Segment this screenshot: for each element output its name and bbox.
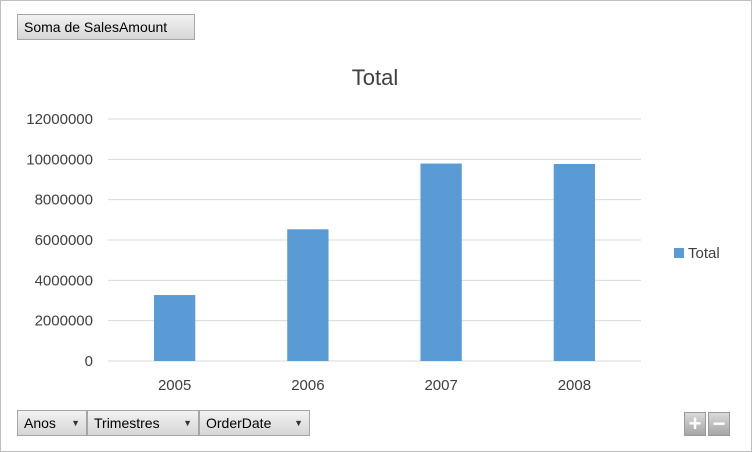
minus-icon: − — [712, 411, 726, 436]
y-tick-label: 10000000 — [26, 151, 93, 168]
y-tick-label: 4000000 — [35, 272, 93, 289]
axis-field-label: Anos — [24, 415, 56, 431]
values-field-label: Soma de SalesAmount — [24, 19, 168, 35]
axis-field-button-trimestres[interactable]: Trimestres ▼ — [87, 410, 199, 436]
bar — [287, 229, 329, 361]
axis-field-label: OrderDate — [206, 415, 272, 431]
y-tick-label: 0 — [85, 353, 93, 370]
y-tick-label: 2000000 — [35, 313, 93, 330]
y-tick-label: 8000000 — [35, 192, 93, 209]
dropdown-arrow-icon: ▼ — [183, 418, 192, 428]
bar — [420, 163, 462, 361]
chart-title: Total — [352, 65, 398, 90]
bar — [553, 163, 596, 361]
legend-swatch — [674, 248, 684, 258]
bar — [153, 295, 196, 361]
axis-field-button-anos[interactable]: Anos ▼ — [17, 410, 87, 436]
values-field-button[interactable]: Soma de SalesAmount — [17, 14, 195, 40]
legend-label: Total — [688, 245, 720, 262]
x-tick-label: 2008 — [558, 377, 591, 394]
expand-field-button[interactable]: + — [684, 412, 706, 436]
axis-field-label: Trimestres — [94, 415, 160, 431]
x-tick-label: 2006 — [291, 377, 324, 394]
x-tick-label: 2007 — [424, 377, 457, 394]
dropdown-arrow-icon: ▼ — [71, 418, 80, 428]
x-tick-label: 2005 — [158, 377, 191, 394]
y-tick-label: 6000000 — [35, 232, 93, 249]
dropdown-arrow-icon: ▼ — [294, 418, 303, 428]
collapse-field-button[interactable]: − — [708, 412, 730, 436]
plus-icon: + — [688, 411, 702, 436]
axis-field-button-orderdate[interactable]: OrderDate ▼ — [199, 410, 310, 436]
y-tick-label: 12000000 — [26, 111, 93, 128]
